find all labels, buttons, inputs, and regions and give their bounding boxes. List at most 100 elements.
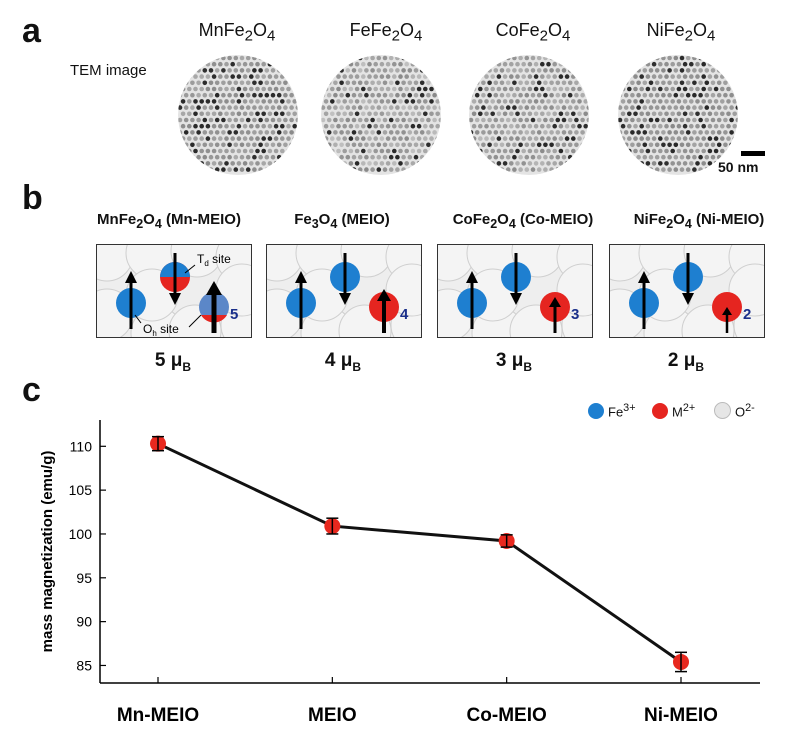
tem-particle — [633, 74, 638, 79]
tem-particle — [367, 111, 372, 117]
tem-particle — [407, 130, 413, 135]
tem-particle — [633, 148, 638, 154]
tem-particle — [577, 148, 582, 154]
tem-particle — [533, 61, 539, 67]
tem-particle — [336, 111, 341, 117]
tem-particle — [552, 161, 557, 166]
tem-particle — [487, 68, 492, 73]
tem-particle — [376, 117, 382, 123]
tem-particle — [382, 80, 388, 86]
tem-particle — [401, 80, 406, 86]
tem-particle — [249, 161, 254, 166]
tem-particle — [321, 105, 326, 110]
tem-particle — [623, 142, 629, 148]
tem-particle — [723, 80, 728, 86]
tem-particle — [524, 117, 530, 123]
tem-particle — [481, 55, 486, 61]
tem-particle — [236, 148, 242, 154]
tem-particle — [398, 123, 403, 129]
tem-particle — [689, 123, 694, 129]
tem-particle — [211, 86, 217, 92]
tem-particle — [407, 68, 413, 73]
tem-particle — [499, 167, 505, 172]
tem-particle — [196, 130, 201, 135]
tem-particle — [385, 123, 391, 129]
tem-particle — [205, 74, 211, 79]
tem-particle — [549, 167, 554, 172]
tem-particle — [373, 123, 378, 129]
tem-particle — [670, 86, 675, 92]
tem-particle — [435, 86, 440, 92]
tem-particle — [273, 111, 279, 117]
tem-particle — [698, 105, 703, 110]
oh-leader-line — [134, 314, 142, 324]
tem-particle — [252, 130, 257, 135]
tem-particle — [264, 142, 270, 148]
tem-particle — [555, 167, 561, 172]
tem-particle — [692, 80, 697, 86]
tem-particle — [518, 142, 523, 148]
tem-particle — [716, 68, 722, 73]
tem-particle — [580, 167, 585, 172]
tem-particle — [474, 130, 480, 135]
tem-particle — [373, 74, 378, 79]
tem-particle — [376, 167, 382, 172]
tem-particle — [236, 86, 242, 92]
tem-particle — [670, 123, 675, 129]
tem-particle — [202, 130, 208, 135]
tem-particle — [716, 92, 722, 98]
tem-particle — [423, 148, 428, 154]
tem-particle — [280, 161, 285, 166]
tem-particle — [193, 74, 198, 79]
tem-particle — [224, 61, 229, 67]
tem-particle — [205, 99, 211, 104]
tem-particle — [487, 105, 492, 110]
tem-particle — [540, 136, 545, 141]
tem-particle — [558, 111, 564, 117]
tem-particle — [469, 55, 474, 61]
tem-particle — [729, 105, 734, 110]
tem-particle — [713, 61, 719, 67]
tem-particle — [692, 68, 697, 73]
tem-particle — [264, 130, 270, 135]
tem-particle — [555, 105, 561, 110]
tem-particle — [261, 148, 266, 154]
tem-particle — [255, 136, 260, 141]
panel-b-letter: b — [22, 179, 43, 217]
tem-particle — [676, 123, 682, 129]
tem-particle — [723, 68, 728, 73]
tem-particle — [193, 123, 198, 129]
tem-particle — [564, 136, 570, 141]
tem-particle — [435, 99, 440, 104]
tem-particle — [183, 142, 189, 148]
tem-particle — [729, 117, 734, 123]
tem-particle — [382, 142, 388, 148]
tem-particle — [558, 74, 564, 79]
tem-particle — [574, 154, 579, 160]
y-tick-label: 95 — [76, 570, 92, 586]
tem-particle — [484, 111, 489, 117]
tem-particle — [673, 142, 679, 148]
tem-particle — [499, 55, 505, 61]
tem-particle — [630, 167, 635, 172]
tem-particle — [321, 55, 326, 61]
tem-particle — [540, 86, 545, 92]
tem-particle — [354, 148, 360, 154]
tem-particle — [518, 130, 523, 135]
tem-particle — [336, 61, 341, 67]
tem-particle — [670, 161, 675, 166]
tem-particle — [648, 92, 654, 98]
tem-particle — [276, 130, 282, 135]
tem-particle — [429, 111, 434, 117]
scale-bar — [741, 151, 765, 156]
tem-particle — [388, 68, 394, 73]
tem-particle — [348, 136, 354, 141]
tem-particle — [357, 80, 363, 86]
tem-particle — [549, 92, 554, 98]
tem-particle — [710, 117, 716, 123]
moment-co: 3 μB — [495, 350, 533, 374]
tem-particle — [583, 74, 588, 79]
tem-particle — [345, 55, 351, 61]
tem-particle — [357, 55, 363, 61]
spin-diagram-mn: 5 Td site Oh site — [96, 244, 252, 338]
